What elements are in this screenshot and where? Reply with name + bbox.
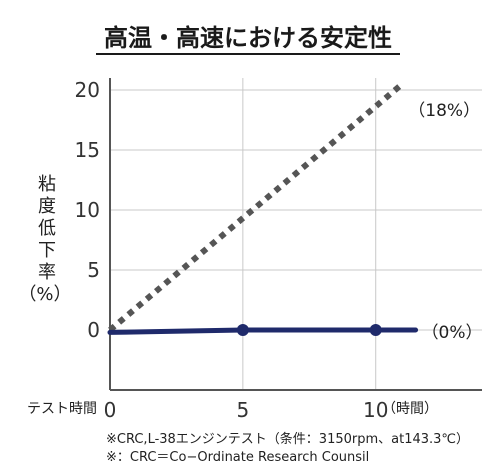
y-tick-labels: 0 5 10 15 20	[75, 78, 100, 342]
series-1-marker-5	[236, 324, 249, 336]
footnote-test-conditions: ※CRC,L-38エンジンテスト（条件：3150rpm、at143.3℃）	[106, 431, 469, 447]
y-axis-unit: （%）	[18, 284, 71, 305]
y-tick-label-10: 10	[75, 198, 100, 222]
series-0-line	[108, 81, 405, 333]
chart-title: 高温・高速における安定性	[104, 24, 392, 52]
series-layer: （18%） （0%）	[107, 81, 483, 343]
x-tick-label-10: 10	[363, 398, 388, 422]
axes	[109, 78, 482, 391]
series-0-end-label: （18%）	[408, 101, 480, 121]
y-tick-label-0: 0	[87, 318, 100, 342]
series-1-marker-10	[369, 324, 382, 336]
x-tick-label-0: 0	[104, 398, 117, 422]
y-axis-label-char-0: 粘	[38, 174, 56, 195]
x-axis-unit: （時間）	[382, 401, 438, 417]
y-tick-label-5: 5	[87, 258, 100, 282]
y-axis-label-char-3: 下	[38, 240, 56, 261]
series-1-end-label: （0%）	[422, 323, 483, 343]
grid	[110, 78, 482, 390]
x-axis-label: テスト時間	[27, 401, 97, 417]
series-1-line	[107, 327, 419, 335]
y-tick-label-20: 20	[75, 78, 100, 102]
y-axis-label-char-4: 率	[38, 262, 56, 283]
y-tick-label-15: 15	[75, 138, 100, 162]
y-axis-label-char-1: 度	[38, 196, 56, 217]
y-axis-label-char-2: 低	[38, 218, 56, 239]
footnote-crc-definition: ※：CRC＝Co−Ordinate Research Counsil	[106, 450, 369, 465]
x-tick-label-5: 5	[236, 398, 249, 422]
x-tick-labels: 0 5 10	[104, 398, 389, 422]
